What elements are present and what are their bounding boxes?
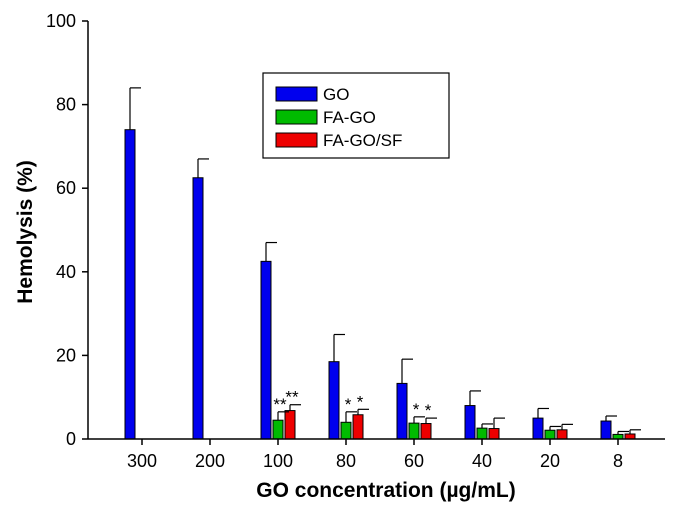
bar [328, 361, 340, 440]
x-tick-label: 40 [472, 451, 492, 471]
significance-marker: * [357, 392, 364, 411]
significance-marker: * [345, 395, 352, 414]
y-tick-label: 0 [66, 429, 76, 449]
bar [192, 177, 204, 440]
bar [464, 405, 476, 440]
legend-swatch [275, 86, 318, 102]
significance-marker: * [425, 401, 432, 420]
bar [260, 260, 272, 440]
error-bars-layer [129, 87, 641, 435]
axes-layer: 0 20 40 60 80 100 300 200 100 80 60 40 20 8 [46, 11, 665, 471]
significance-marker: * [413, 400, 420, 419]
x-tick-label: 20 [540, 451, 560, 471]
bars-layer [124, 129, 636, 440]
legend-swatch [275, 132, 318, 148]
legend-label: FA-GO [323, 108, 376, 127]
bar [624, 433, 636, 440]
bar [272, 419, 284, 440]
bar [340, 421, 352, 440]
y-tick-label: 20 [56, 345, 76, 365]
significance-layer: **** * * * * [273, 388, 431, 420]
legend-swatch [275, 109, 318, 125]
bar [352, 414, 364, 440]
y-tick-label: 80 [56, 95, 76, 115]
y-tick-label: 40 [56, 262, 76, 282]
x-tick-label: 80 [336, 451, 356, 471]
x-tick-label: 8 [613, 451, 623, 471]
significance-marker: ** [273, 395, 287, 414]
bar [556, 429, 568, 440]
bar [488, 428, 500, 440]
x-tick-label: 300 [127, 451, 157, 471]
legend-label: GO [323, 85, 349, 104]
x-tick-label: 60 [404, 451, 424, 471]
x-tick-label: 200 [195, 451, 225, 471]
y-tick-label: 60 [56, 178, 76, 198]
bar [124, 129, 136, 440]
bar [396, 382, 408, 440]
bar [532, 417, 544, 440]
bar [476, 427, 488, 440]
legend: GO FA-GO FA-GO/SF [262, 72, 450, 159]
legend-label: FA-GO/SF [323, 131, 402, 150]
y-axis-title: Hemolysis (%) [14, 160, 37, 304]
x-tick-label: 100 [263, 451, 293, 471]
bar [544, 429, 556, 440]
bar [408, 422, 420, 440]
bar [284, 410, 296, 440]
y-tick-label: 100 [46, 11, 76, 31]
bar [420, 423, 432, 440]
x-axis-title: GO concentration (µg/mL) [256, 479, 515, 502]
bar [600, 420, 612, 440]
significance-marker: ** [285, 388, 299, 407]
